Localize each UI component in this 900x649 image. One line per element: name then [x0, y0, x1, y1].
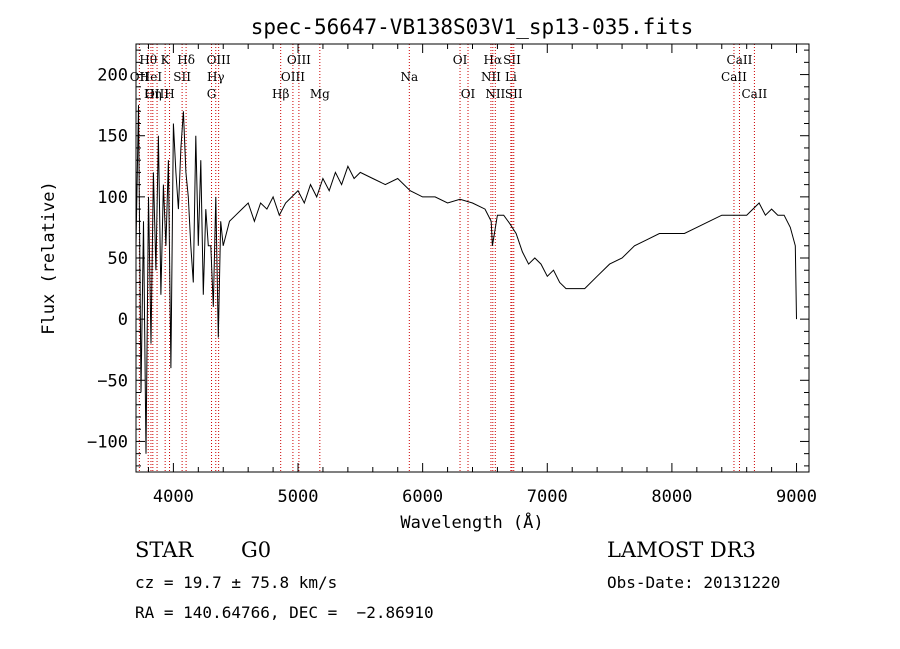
- spectral-line-label: Hη: [144, 87, 162, 101]
- chart-title: spec-56647-VB138S03V1_sp13-035.fits: [251, 15, 694, 39]
- spectral-line-label: NII: [481, 70, 501, 84]
- spectral-line-label: SII: [173, 70, 191, 84]
- x-tick-label: 9000: [776, 487, 817, 507]
- x-tick-label: 8000: [651, 487, 692, 507]
- survey-name: LAMOST DR3: [607, 538, 756, 562]
- x-tick-label: 7000: [527, 487, 568, 507]
- spectral-line-label: Na: [400, 70, 418, 84]
- spectral-subclass: G0: [241, 538, 272, 562]
- spectral-line-label: CaII: [741, 87, 767, 101]
- spectrum-series-line: [135, 105, 797, 454]
- y-tick-label: 0: [118, 310, 128, 330]
- spectral-line-label: HeI: [140, 70, 163, 84]
- spectral-line-label: Hδ: [177, 53, 195, 67]
- observation-date: Obs-Date: 20131220: [607, 573, 781, 592]
- spectral-line-label: NII: [485, 87, 505, 101]
- y-tick-label: 100: [97, 188, 128, 208]
- y-axis-label: Flux (relative): [39, 181, 59, 335]
- spectral-line-label: Hα: [484, 53, 503, 67]
- plot-frame: [135, 43, 810, 473]
- x-tick-label: 5000: [278, 487, 319, 507]
- spectral-line-label: Hγ: [207, 70, 225, 84]
- spectral-line-label: Mg: [310, 87, 330, 101]
- y-tick-label: −50: [97, 371, 128, 391]
- y-tick-label: −100: [87, 432, 128, 452]
- spectral-line-label: SII: [503, 53, 521, 67]
- coordinates-readout: RA = 140.64766, DEC = −2.86910: [135, 603, 434, 622]
- spectral-line-label: Hθ: [139, 53, 157, 67]
- y-tick-label: 200: [97, 66, 128, 86]
- y-tick-label: 50: [108, 249, 128, 269]
- spectral-line-label: Hβ: [272, 87, 289, 101]
- x-tick-label: 6000: [402, 487, 443, 507]
- spectral-line-label: Li: [505, 70, 517, 84]
- spectral-line-label: OIII: [145, 87, 169, 101]
- y-axis: −100 −50 0 50 100 150 200: [87, 49, 809, 467]
- spectral-line-label: OIII: [207, 53, 231, 67]
- spectral-line-label: SII: [505, 87, 523, 101]
- redshift-readout: cz = 19.7 ± 75.8 km/s: [135, 573, 338, 592]
- spectral-line-label: K: [161, 53, 171, 67]
- spectral-line-label: OIII: [287, 53, 311, 67]
- spectral-line-label: H: [164, 87, 174, 101]
- object-class: STAR: [135, 538, 194, 562]
- spectral-line-label: OIII: [281, 70, 305, 84]
- spectral-line-label: OII: [130, 70, 150, 84]
- spectral-line-label: G: [207, 87, 217, 101]
- spectral-line-label: OI: [461, 87, 476, 101]
- x-axis-label: Wavelength (Å): [400, 511, 543, 533]
- spectral-line-label: CaII: [727, 53, 753, 67]
- spectral-line-label: CaII: [721, 70, 747, 84]
- spectral-line-label: OI: [453, 53, 468, 67]
- x-axis: 4000 5000 6000 7000 8000 9000: [147, 44, 817, 507]
- x-tick-label: 4000: [153, 487, 194, 507]
- y-tick-label: 150: [97, 127, 128, 147]
